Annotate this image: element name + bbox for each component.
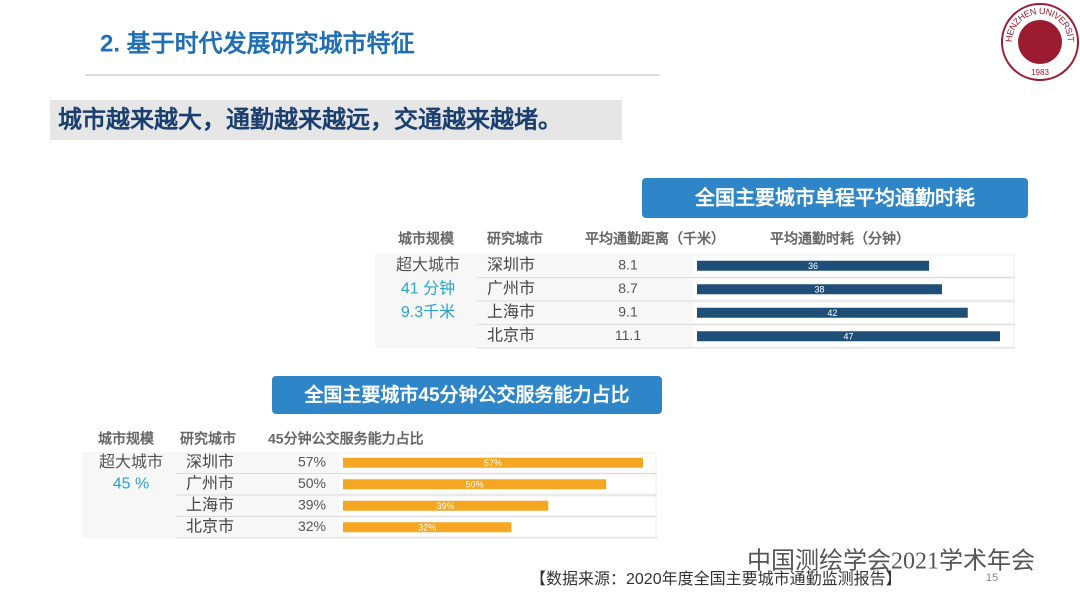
column-header: 研究城市 [487,231,543,247]
bar-label: 38 [814,285,824,295]
city: 深圳市 [487,256,535,274]
conference: 中国测绘学会2021学术年会 [747,548,1035,575]
slide-title: 2. 基于时代发展研究城市特征 [100,29,415,57]
row-number: 9.1 [618,303,638,319]
row-number: 11.1 [615,327,641,343]
group-note: 45 % [113,475,149,492]
chart-title: 全国主要城市单程平均通勤时耗 [694,185,975,209]
chart-title-box [272,376,662,414]
row-number: 50% [298,475,326,491]
bar-label: 39% [437,501,455,511]
chart-title: 全国主要城市45分钟公交服务能力占比 [303,383,629,406]
city: 广州市 [186,474,234,492]
bar-label: 47 [843,332,853,342]
city: 上海市 [186,496,234,514]
column-header: 平均通勤距离（千米） [585,231,725,247]
bar [697,284,942,295]
bar [697,331,1000,342]
logo-year: 1983 [1031,68,1049,77]
column-header: 城市规模 [398,231,455,247]
bar [697,260,930,271]
bar-label: 57% [484,458,502,468]
row-number: 57% [298,453,326,469]
group-label: 超大城市 [99,453,163,471]
bar-label: 36 [808,261,818,271]
source: 【数据来源：2020年度全国主要城市通勤监测报告】 [530,570,902,588]
city: 北京市 [487,326,535,344]
row-number: 8.7 [618,280,638,296]
page-number: 15 [986,572,998,584]
city: 上海市 [487,303,535,321]
row-number: 8.1 [618,256,638,272]
group-label: 超大城市 [396,256,460,274]
column-header: 研究城市 [180,431,236,447]
group-note: 9.3千米 [401,303,455,321]
bar-label: 50% [466,480,484,490]
chart-title-box [642,178,1028,218]
city: 广州市 [487,279,535,297]
column-header: 平均通勤时耗（分钟） [770,231,910,247]
bar [343,522,512,533]
row-number: 39% [298,496,326,512]
city: 深圳市 [186,453,234,471]
column-header: 45分钟公交服务能力占比 [268,431,424,447]
column-header: 城市规模 [98,431,155,447]
group-note: 41 分钟 [401,279,455,297]
bar-label: 32% [418,523,436,533]
bar-label: 42 [827,308,837,318]
subtitle-box [50,100,622,140]
bar [343,500,549,511]
bar [343,457,643,468]
bar [343,479,607,490]
logo-center [1018,20,1062,64]
city: 北京市 [186,517,234,535]
row-number: 32% [298,518,326,534]
bar [697,307,968,318]
subtitle: 城市越来越大，通勤越来越远，交通越来越堵。 [58,105,562,133]
